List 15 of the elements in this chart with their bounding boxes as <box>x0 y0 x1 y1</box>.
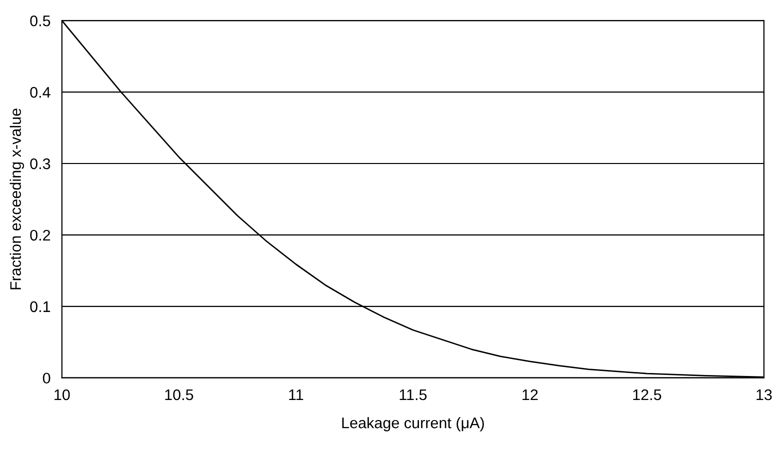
x-tick-label: 13 <box>756 389 772 400</box>
y-tick-label: 0 <box>42 372 50 384</box>
y-tick-label: 0.4 <box>30 86 50 98</box>
y-tick-label: 0.3 <box>30 158 50 170</box>
x-axis-title: Leakage current (μA) <box>342 417 484 432</box>
x-tick-label: 11 <box>289 390 304 400</box>
x-tick-label: 12 <box>522 389 538 400</box>
y-tick-label: 0.5 <box>30 15 50 26</box>
x-tick-label: 12.5 <box>633 389 662 400</box>
x-tick-label: 11.5 <box>400 390 427 400</box>
y-tick-label: 0.1 <box>30 301 50 312</box>
y-tick-label: 0.2 <box>30 230 50 241</box>
x-tick-label: 10.5 <box>165 389 194 400</box>
x-tick-label: 10 <box>54 389 70 400</box>
y-axis-title: Fraction exceeding x-value <box>10 108 24 290</box>
